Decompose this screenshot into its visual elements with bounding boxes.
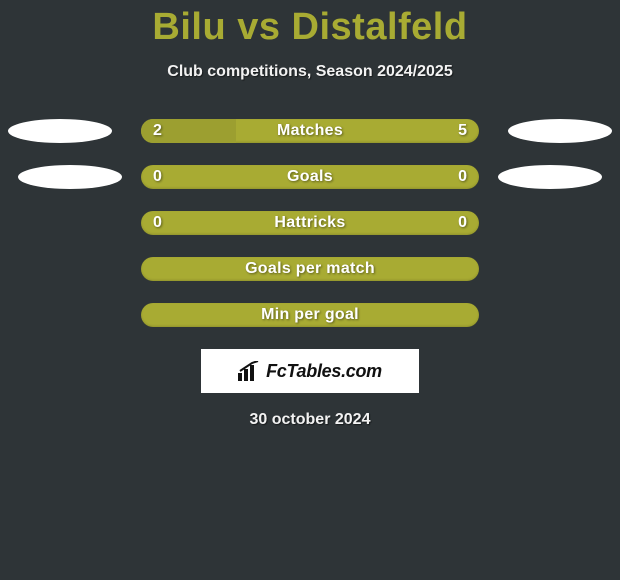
- page-title: Bilu vs Distalfeld: [0, 6, 620, 49]
- stat-row: 0 0 Hattricks: [0, 211, 620, 235]
- stat-value-left: 2: [153, 119, 162, 143]
- stat-row: 2 5 Matches: [0, 119, 620, 143]
- stat-value-right: 5: [458, 119, 467, 143]
- team-marker-right: [508, 119, 612, 143]
- stat-value-left: 0: [153, 211, 162, 235]
- stat-label: Min per goal: [261, 306, 359, 324]
- footer-logo: FcTables.com: [201, 349, 419, 393]
- stat-pill: Goals per match: [141, 257, 479, 281]
- stat-pill: 0 0 Goals: [141, 165, 479, 189]
- stats-list: 2 5 Matches 0 0 Goals 0 0 Hattricks Goals per mat…: [0, 119, 620, 327]
- stat-value-right: 0: [458, 211, 467, 235]
- stat-row: Min per goal: [0, 303, 620, 327]
- container: Bilu vs Distalfeld Club competitions, Se…: [0, 0, 620, 429]
- stat-label: Matches: [277, 122, 343, 140]
- team-marker-right: [498, 165, 602, 189]
- stat-value-right: 0: [458, 165, 467, 189]
- stat-row: 0 0 Goals: [0, 165, 620, 189]
- stat-pill: Min per goal: [141, 303, 479, 327]
- stat-label: Goals per match: [245, 260, 375, 278]
- footer-logo-text: FcTables.com: [266, 361, 382, 382]
- stat-pill: 0 0 Hattricks: [141, 211, 479, 235]
- stat-label: Hattricks: [274, 214, 345, 232]
- stat-value-left: 0: [153, 165, 162, 189]
- footer-date: 30 october 2024: [0, 411, 620, 429]
- team-marker-left: [8, 119, 112, 143]
- team-marker-left: [18, 165, 122, 189]
- chart-icon: [238, 361, 260, 381]
- stat-row: Goals per match: [0, 257, 620, 281]
- stat-pill: 2 5 Matches: [141, 119, 479, 143]
- stat-label: Goals: [287, 168, 333, 186]
- subtitle: Club competitions, Season 2024/2025: [0, 63, 620, 81]
